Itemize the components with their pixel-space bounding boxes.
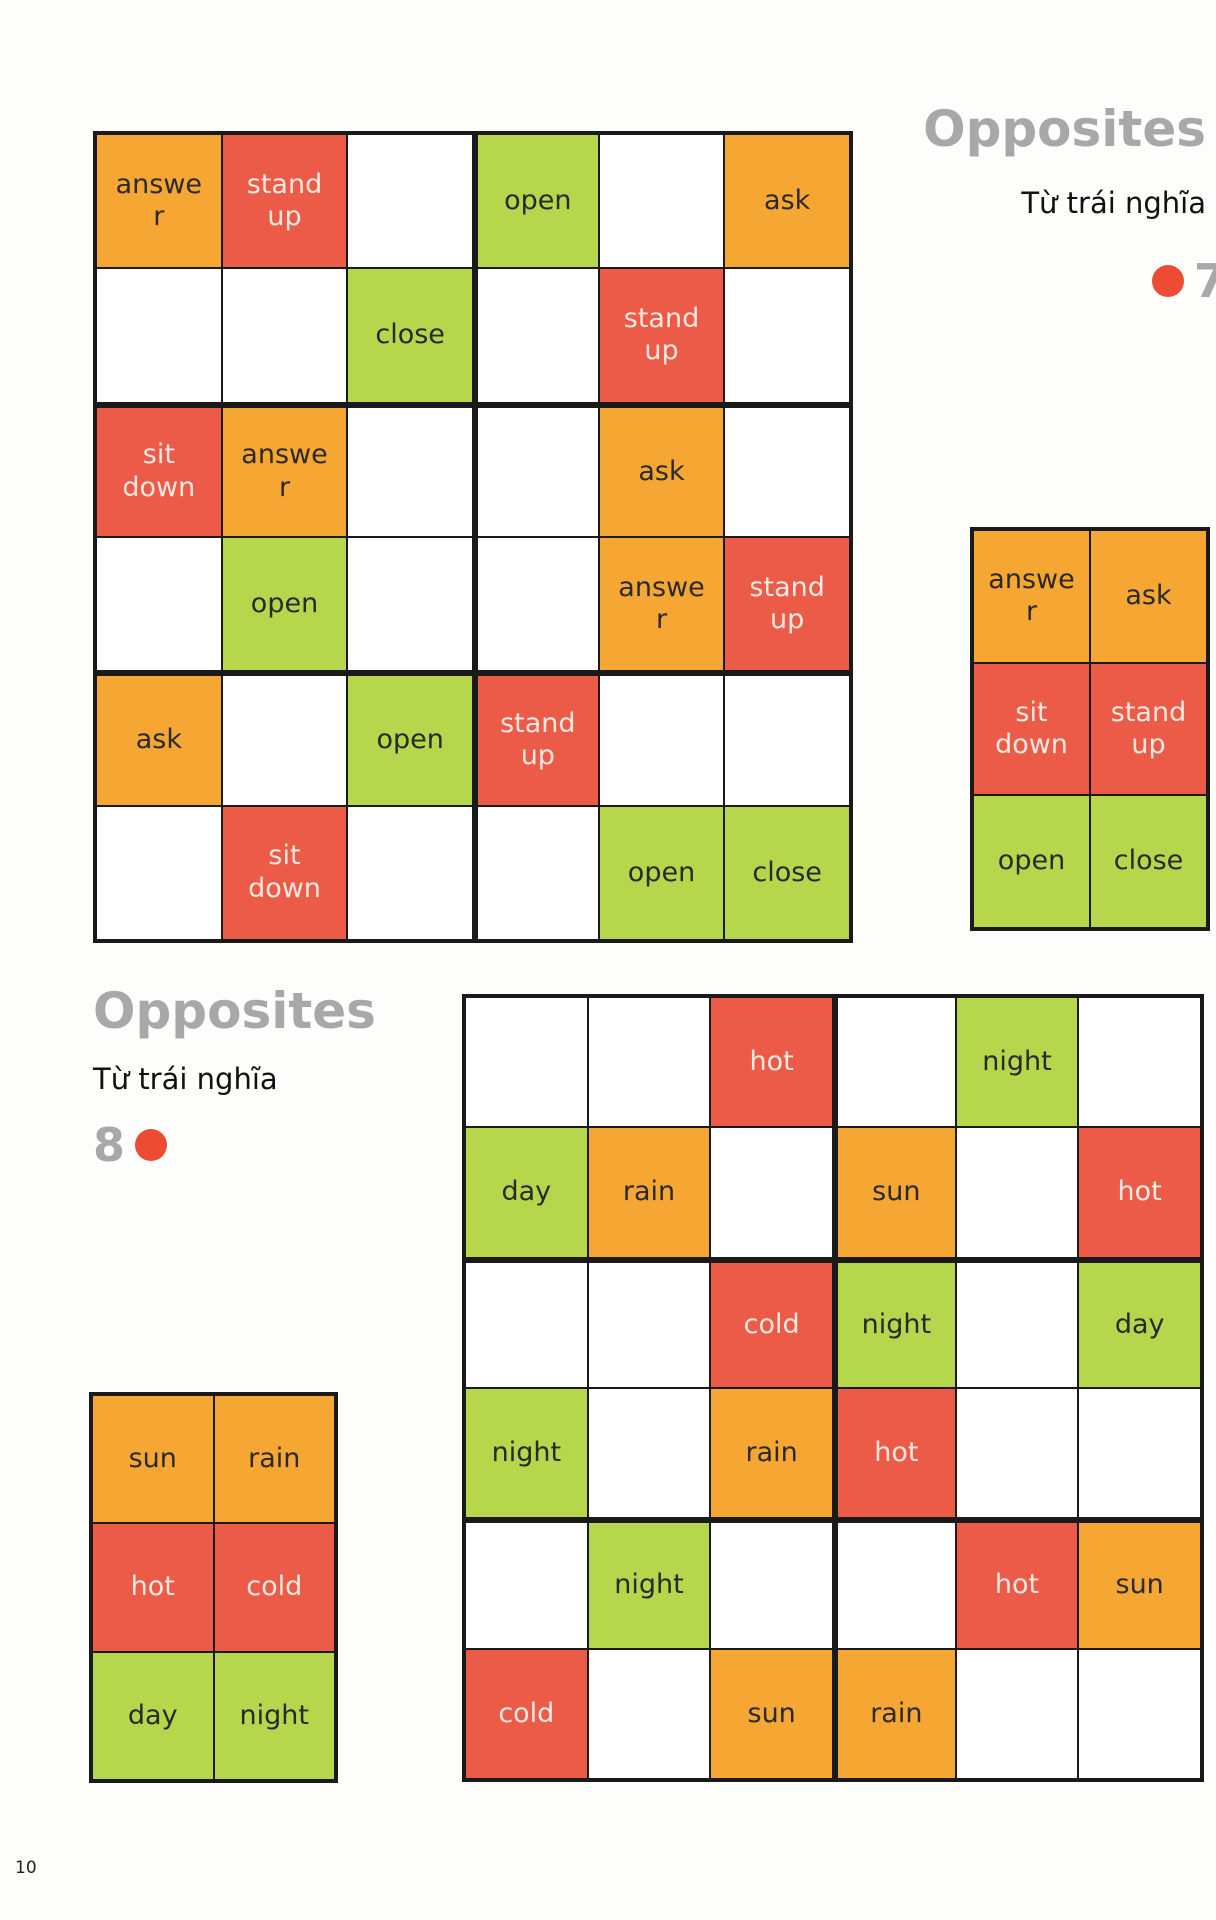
sudoku-cell: day: [466, 1128, 587, 1257]
sudoku-cell: ask: [725, 135, 849, 268]
key-cell: sit down: [974, 663, 1089, 795]
sudoku-cell: open: [348, 672, 472, 805]
sudoku-cell: night: [833, 1258, 955, 1387]
empty-sudoku-cell[interactable]: [473, 403, 598, 536]
empty-sudoku-cell[interactable]: [348, 537, 472, 671]
sudoku-cell: answer: [97, 135, 221, 268]
key-cell: open: [974, 796, 1089, 927]
empty-sudoku-cell[interactable]: [725, 672, 849, 805]
key-cell: rain: [214, 1396, 334, 1523]
key-cell: ask: [1091, 531, 1206, 662]
empty-sudoku-cell[interactable]: [599, 135, 724, 268]
sudoku-cell: cold: [466, 1649, 587, 1778]
empty-sudoku-cell[interactable]: [466, 1519, 587, 1648]
empty-sudoku-cell[interactable]: [1079, 998, 1200, 1127]
empty-sudoku-cell[interactable]: [956, 1128, 1078, 1257]
empty-sudoku-cell[interactable]: [956, 1258, 1078, 1387]
empty-sudoku-cell[interactable]: [466, 1258, 587, 1387]
sudoku-cell: sit down: [222, 806, 347, 939]
puzzle7-grid: answer stand up open ask close stand up sit do…: [93, 131, 853, 943]
puzzle7-number-text: 7: [1194, 254, 1216, 308]
empty-sudoku-cell[interactable]: [725, 403, 849, 536]
empty-sudoku-cell[interactable]: [473, 806, 598, 939]
empty-sudoku-cell[interactable]: [348, 806, 472, 939]
sudoku-cell: open: [222, 537, 347, 671]
sudoku-cell: ask: [599, 403, 724, 536]
sudoku-cell: night: [956, 998, 1078, 1127]
empty-sudoku-cell[interactable]: [97, 537, 221, 671]
empty-sudoku-cell[interactable]: [588, 1649, 710, 1778]
empty-sudoku-cell[interactable]: [588, 998, 710, 1127]
red-dot-icon: [135, 1129, 168, 1161]
key-cell: night: [214, 1652, 334, 1779]
puzzle8-number: 8: [93, 1118, 168, 1172]
sudoku-cell: hot: [833, 1388, 955, 1518]
empty-sudoku-cell[interactable]: [956, 1388, 1078, 1518]
sudoku-cell: ask: [97, 672, 221, 805]
key-cell: sun: [93, 1396, 213, 1523]
page-number: 10: [15, 1858, 37, 1878]
sudoku-cell: stand up: [222, 135, 347, 268]
puzzle7-subtitle: Từ trái nghĩa: [1021, 186, 1206, 220]
sudoku-cell: hot: [1079, 1128, 1200, 1257]
red-dot-icon: [1152, 265, 1184, 297]
sudoku-cell: rain: [588, 1128, 710, 1257]
puzzle8-subtitle: Từ trái nghĩa: [93, 1062, 278, 1096]
empty-sudoku-cell[interactable]: [473, 269, 598, 402]
empty-sudoku-cell[interactable]: [97, 269, 221, 402]
sudoku-cell: close: [348, 269, 472, 402]
sudoku-cell: sit down: [97, 403, 221, 536]
key-cell: cold: [214, 1524, 334, 1651]
empty-sudoku-cell[interactable]: [956, 1649, 1078, 1778]
key-cell: day: [93, 1652, 213, 1779]
sudoku-cell: sun: [833, 1128, 955, 1257]
empty-sudoku-cell[interactable]: [588, 1258, 710, 1387]
empty-sudoku-cell[interactable]: [466, 998, 587, 1127]
empty-sudoku-cell[interactable]: [711, 1128, 832, 1257]
empty-sudoku-cell[interactable]: [1079, 1649, 1200, 1778]
empty-sudoku-cell[interactable]: [348, 403, 472, 536]
empty-sudoku-cell[interactable]: [588, 1388, 710, 1518]
empty-sudoku-cell[interactable]: [473, 537, 598, 671]
sudoku-cell: open: [473, 135, 598, 268]
empty-sudoku-cell[interactable]: [725, 269, 849, 402]
key-cell: close: [1091, 796, 1206, 927]
puzzle8-title: Opposites: [93, 982, 376, 1040]
sudoku-cell: rain: [833, 1649, 955, 1778]
puzzle7-number: 7: [1152, 254, 1216, 308]
sudoku-cell: answer: [599, 537, 724, 671]
key-cell: hot: [93, 1524, 213, 1651]
sudoku-cell: sun: [1079, 1519, 1200, 1648]
sudoku-cell: day: [1079, 1258, 1200, 1387]
puzzle8-grid: hot night day rain sun hot cold night day night ra…: [462, 994, 1204, 1782]
sudoku-cell: stand up: [473, 672, 598, 805]
sudoku-cell: night: [588, 1519, 710, 1648]
sudoku-cell: rain: [711, 1388, 832, 1518]
empty-sudoku-cell[interactable]: [833, 1519, 955, 1648]
puzzle8-number-text: 8: [93, 1118, 126, 1172]
sudoku-cell: sun: [711, 1649, 832, 1778]
puzzle7-key: answer ask sit down stand up open close: [970, 527, 1210, 931]
sudoku-cell: answer: [222, 403, 347, 536]
empty-sudoku-cell[interactable]: [1079, 1388, 1200, 1518]
sudoku-cell: night: [466, 1388, 587, 1518]
sudoku-cell: cold: [711, 1258, 832, 1387]
sudoku-cell: open: [599, 806, 724, 939]
sudoku-cell: hot: [711, 998, 832, 1127]
sudoku-cell: hot: [956, 1519, 1078, 1648]
empty-sudoku-cell[interactable]: [711, 1519, 832, 1648]
empty-sudoku-cell[interactable]: [97, 806, 221, 939]
empty-sudoku-cell[interactable]: [222, 269, 347, 402]
sudoku-cell: stand up: [599, 269, 724, 402]
empty-sudoku-cell[interactable]: [222, 672, 347, 805]
empty-sudoku-cell[interactable]: [833, 998, 955, 1127]
sudoku-cell: close: [725, 806, 849, 939]
key-cell: answer: [974, 531, 1089, 662]
empty-sudoku-cell[interactable]: [348, 135, 472, 268]
sudoku-cell: stand up: [725, 537, 849, 671]
key-cell: stand up: [1091, 663, 1206, 795]
puzzle8-key: sun rain hot cold day night: [89, 1392, 338, 1783]
empty-sudoku-cell[interactable]: [599, 672, 724, 805]
puzzle7-title: Opposites: [923, 100, 1206, 158]
